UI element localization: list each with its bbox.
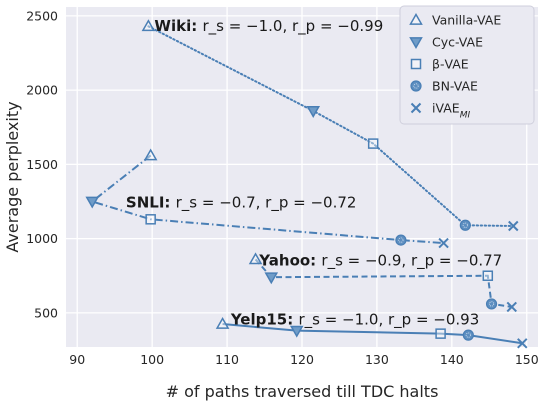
legend-marker-3-dots	[413, 83, 419, 89]
x-tick-label: 90	[69, 352, 85, 367]
annotation-yelp15-stats: r_s = −1.0, r_p = −0.93	[298, 311, 479, 330]
point-wiki-0	[141, 19, 156, 32]
legend-box	[399, 5, 535, 125]
point-snli-2	[145, 214, 156, 225]
point-yelp15-0	[215, 316, 230, 329]
annotation-yelp15: Yelp15: r_s = −1.0, r_p = −0.93	[230, 311, 479, 330]
x-tick-label: 100	[140, 352, 164, 367]
x-tick-label: 140	[440, 352, 464, 367]
annotation-snli-label: SNLI:	[126, 193, 176, 211]
y-tick-label: 500	[34, 305, 58, 320]
annotation-yahoo: Yahoo: r_s = −0.9, r_p = −0.77	[258, 251, 502, 270]
point-snli-4-stroke	[438, 237, 449, 249]
point-snli-3	[395, 234, 407, 246]
point-wiki-4-stroke	[508, 220, 519, 232]
legend-marker-0	[409, 12, 423, 25]
y-tick-label: 1500	[26, 157, 58, 172]
point-yahoo-3	[485, 298, 498, 310]
series-line-snli	[90, 154, 444, 245]
point-snli-3-dots	[398, 237, 404, 243]
legend-label-2: β-VAE	[432, 57, 469, 72]
annotation-snli-stats: r_s = −0.7, r_p = −0.72	[176, 193, 357, 212]
annotation-wiki: Wiki: r_s = −1.0, r_p = −0.99	[154, 17, 383, 36]
point-yelp15-2	[435, 328, 446, 339]
point-snli-0	[143, 148, 158, 161]
legend-marker-2	[410, 58, 422, 70]
x-tick-label: 110	[215, 352, 239, 367]
legend-label-0: Vanilla-VAE	[432, 13, 501, 28]
point-wiki-3-dots	[462, 222, 468, 228]
point-snli-1	[85, 196, 100, 209]
tick-labels: 90 100 110 120 130 140 150 500 1000 1500 2000 2500	[26, 8, 539, 367]
annotation-yelp15-label: Yelp15:	[230, 311, 299, 329]
annotation-snli: SNLI: r_s = −0.7, r_p = −0.72	[126, 193, 357, 212]
x-tick-label: 120	[290, 352, 314, 367]
annotations: Wiki: r_s = −1.0, r_p = −0.99 SNLI: r_s =…	[126, 17, 502, 330]
series-line-wiki	[147, 25, 515, 227]
point-wiki-2	[367, 138, 379, 149]
annotation-wiki-label: Wiki:	[154, 17, 202, 35]
series-line-yahoo	[254, 258, 512, 308]
y-tick-label: 1000	[26, 231, 58, 246]
series-layer	[85, 19, 528, 349]
legend-marker-3	[410, 80, 422, 92]
point-yelp15-3	[462, 329, 474, 341]
point-wiki-1	[306, 106, 321, 118]
point-yahoo-0	[248, 252, 263, 265]
annotation-wiki-stats: r_s = −1.0, r_p = −0.99	[202, 17, 383, 36]
point-wiki-3	[459, 219, 471, 231]
point-yelp15-4-stroke	[517, 338, 528, 349]
annotation-yahoo-stats: r_s = −0.9, r_p = −0.77	[321, 251, 502, 270]
annotation-yahoo-label: Yahoo:	[258, 251, 321, 269]
x-axis-label: # of paths traversed till TDC halts	[166, 382, 439, 401]
legend-marker-1	[409, 37, 423, 50]
legend-label-subscript: MI	[460, 111, 471, 121]
series-line-yelp15	[222, 322, 523, 345]
point-yelp15-1	[289, 325, 304, 338]
x-tick-label: 130	[365, 352, 389, 367]
point-yelp15-3-dots	[465, 332, 471, 338]
point-yahoo-1	[264, 272, 279, 285]
y-tick-label: 2500	[26, 8, 58, 23]
legend-marker-4-stroke	[410, 102, 422, 114]
point-yahoo-3-dots	[488, 301, 495, 307]
y-axis-label: Average perplexity	[3, 101, 22, 252]
x-tick-label: 150	[515, 352, 539, 367]
point-yahoo-2	[482, 270, 494, 281]
point-yahoo-4-stroke	[506, 301, 517, 313]
legend-label-3: BN-VAE	[432, 79, 478, 94]
y-tick-label: 2000	[26, 83, 58, 98]
legend-label-1: Cyc-VAE	[432, 35, 483, 50]
